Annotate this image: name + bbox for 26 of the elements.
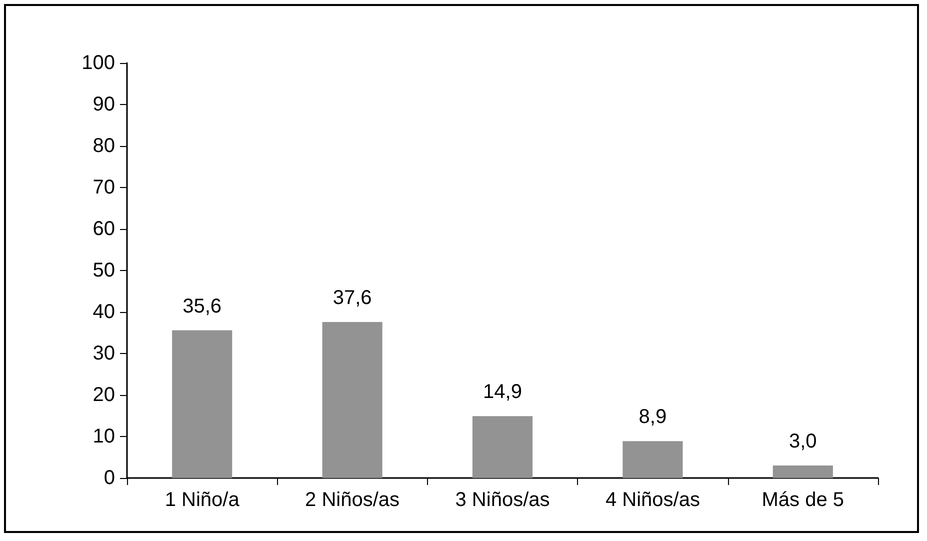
data-label: 8,9 <box>638 406 667 428</box>
y-tick-label: 60 <box>92 218 115 240</box>
y-tick-label: 0 <box>104 467 115 489</box>
data-label: 35,6 <box>182 295 222 318</box>
y-tick-label: 90 <box>92 94 115 116</box>
data-label: 14,9 <box>483 381 522 404</box>
x-tick-label: 1 Niño/a <box>164 489 240 511</box>
bar <box>172 330 232 478</box>
data-label: 3,0 <box>788 430 817 453</box>
y-tick-label: 20 <box>92 384 115 406</box>
bar <box>472 416 533 478</box>
y-tick-label: 100 <box>82 52 115 74</box>
y-tick-label: 40 <box>92 301 115 323</box>
y-tick-label: 70 <box>92 176 115 198</box>
x-tick-label: 2 Niños/as <box>305 489 400 511</box>
bar <box>772 466 833 478</box>
data-label: 37,6 <box>332 286 372 309</box>
y-tick-label: 10 <box>92 426 115 448</box>
x-tick-label: Más de 5 <box>762 489 844 511</box>
y-tick-label: 80 <box>92 135 115 157</box>
x-tick-label: 3 Niños/as <box>455 489 550 511</box>
bar <box>622 441 683 478</box>
x-tick-label: 4 Niños/as <box>605 489 700 511</box>
y-tick-label: 30 <box>92 342 115 364</box>
bar <box>322 322 382 478</box>
y-tick-label: 50 <box>92 260 115 282</box>
